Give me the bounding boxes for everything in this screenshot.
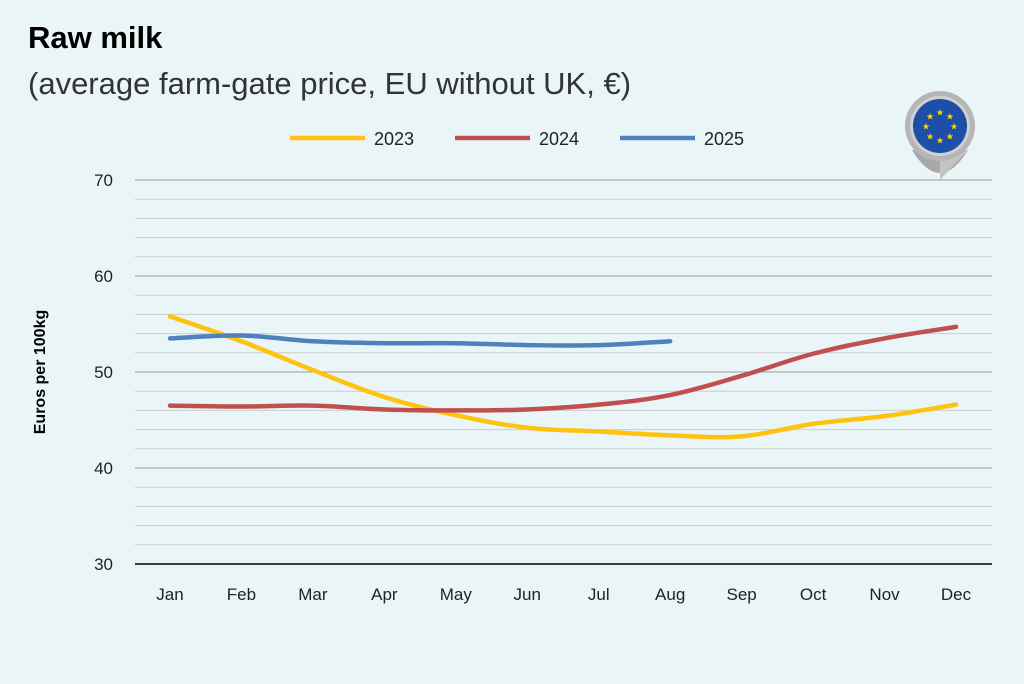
eu-flag-map-pin-icon: ★ ★★★★★★★ (905, 91, 975, 180)
chart-subtitle: (average farm-gate price, EU without UK,… (28, 66, 632, 101)
x-tick-label: Aug (655, 585, 685, 604)
star-icon: ★ (936, 136, 944, 146)
star-icon: ★ (922, 122, 930, 132)
y-tick-label: 40 (94, 459, 113, 478)
x-tick-label: Jan (156, 585, 183, 604)
series-line-2023 (167, 314, 959, 440)
legend-label: 2025 (704, 129, 744, 149)
x-tick-label: Oct (800, 585, 827, 604)
y-axis-label: Euros per 100kg (32, 310, 49, 435)
legend-label: 2023 (374, 129, 414, 149)
x-tick-label: Sep (727, 585, 757, 604)
y-tick-label: 30 (94, 555, 113, 574)
x-tick-label: Jun (514, 585, 541, 604)
y-tick-label: 70 (94, 171, 113, 190)
x-tick-label: Nov (869, 585, 900, 604)
x-tick-label: Mar (298, 585, 328, 604)
x-tick-label: Dec (941, 585, 972, 604)
x-tick-label: May (440, 585, 473, 604)
y-tick-label: 60 (94, 267, 113, 286)
star-icon: ★ (950, 122, 958, 132)
x-tick-label: Apr (371, 585, 398, 604)
star-icon: ★ (926, 112, 934, 122)
series-line-2025 (167, 333, 673, 348)
legend-label: 2024 (539, 129, 579, 149)
chart-title: Raw milk (28, 20, 163, 55)
series-line-2024 (167, 324, 959, 413)
y-tick-label: 50 (94, 363, 113, 382)
star-icon: ★ (926, 131, 934, 141)
x-tick-label: Jul (588, 585, 610, 604)
star-icon: ★ (936, 108, 944, 118)
star-icon: ★ (946, 131, 954, 141)
star-icon: ★ (946, 112, 954, 122)
x-tick-label: Feb (227, 585, 256, 604)
